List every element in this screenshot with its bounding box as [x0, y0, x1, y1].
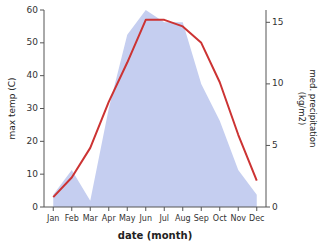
y-axis-label: max temp (C) [7, 77, 17, 139]
x-tick-label: Jan [46, 214, 59, 223]
y2-axis-label-line: med. precipitation [308, 70, 318, 148]
y2-tick [266, 22, 270, 23]
y-tick-label: 10 [27, 169, 39, 179]
y2-tick-label: 0 [272, 202, 278, 212]
x-tick [238, 207, 239, 211]
x-tick [127, 207, 128, 211]
y-tick-label: 40 [27, 70, 39, 80]
x-tick-label: Sep [194, 214, 209, 223]
x-tick-label: Aug [175, 214, 191, 223]
y2-tick [266, 207, 270, 208]
x-tick [182, 207, 183, 211]
x-tick-label: Jun [139, 214, 153, 223]
x-axis-line [44, 207, 266, 208]
x-tick-label: Feb [65, 214, 79, 223]
x-tick [108, 207, 109, 211]
chart: 0 10 20 30 40 50 60 0 5 10 15 Jan Feb MarAprMayJun Jul… [0, 0, 318, 247]
y2-axis-label-line: (kg/m2) [297, 92, 307, 126]
x-tick-label: Jul [158, 214, 169, 223]
x-tick [219, 207, 220, 211]
y-tick-label: 50 [27, 37, 39, 47]
x-axis-label: date (month) [118, 230, 192, 241]
y-tick [40, 141, 44, 142]
x-tick-label: Apr [102, 214, 117, 223]
x-tick [90, 207, 91, 211]
y-tick-label: 30 [27, 103, 39, 113]
x-tick-label: May [119, 214, 136, 223]
x-tick [201, 207, 202, 211]
x-tick [71, 207, 72, 211]
y2-tick [266, 145, 270, 146]
precip-area [53, 10, 257, 207]
x-tick-label: Nov [230, 214, 246, 223]
y-tick [40, 108, 44, 109]
x-tick [256, 207, 257, 211]
plot-area [53, 10, 257, 207]
y-tick [40, 42, 44, 43]
y-tick [40, 75, 44, 76]
y2-tick-label: 10 [272, 78, 284, 88]
y2-axis-line [266, 10, 267, 207]
y-tick [40, 174, 44, 175]
y2-tick-label: 15 [272, 17, 283, 27]
y-tick-label: 20 [27, 136, 39, 146]
y-tick [40, 207, 44, 208]
y2-tick-label: 5 [272, 140, 278, 150]
x-tick [53, 207, 54, 211]
temp-line [53, 20, 257, 197]
y2-tick [266, 83, 270, 84]
y-tick-label: 60 [27, 5, 39, 15]
x-tick-label: Dec [249, 214, 264, 223]
y-tick [40, 10, 44, 11]
y2-axis-label: med. precipitation(kg/m2) [297, 70, 318, 148]
x-tick-label: Oct [213, 214, 227, 223]
x-tick-label: Mar [83, 214, 99, 223]
y-tick-label: 0 [32, 202, 38, 212]
x-tick [145, 207, 146, 211]
x-tick [164, 207, 165, 211]
